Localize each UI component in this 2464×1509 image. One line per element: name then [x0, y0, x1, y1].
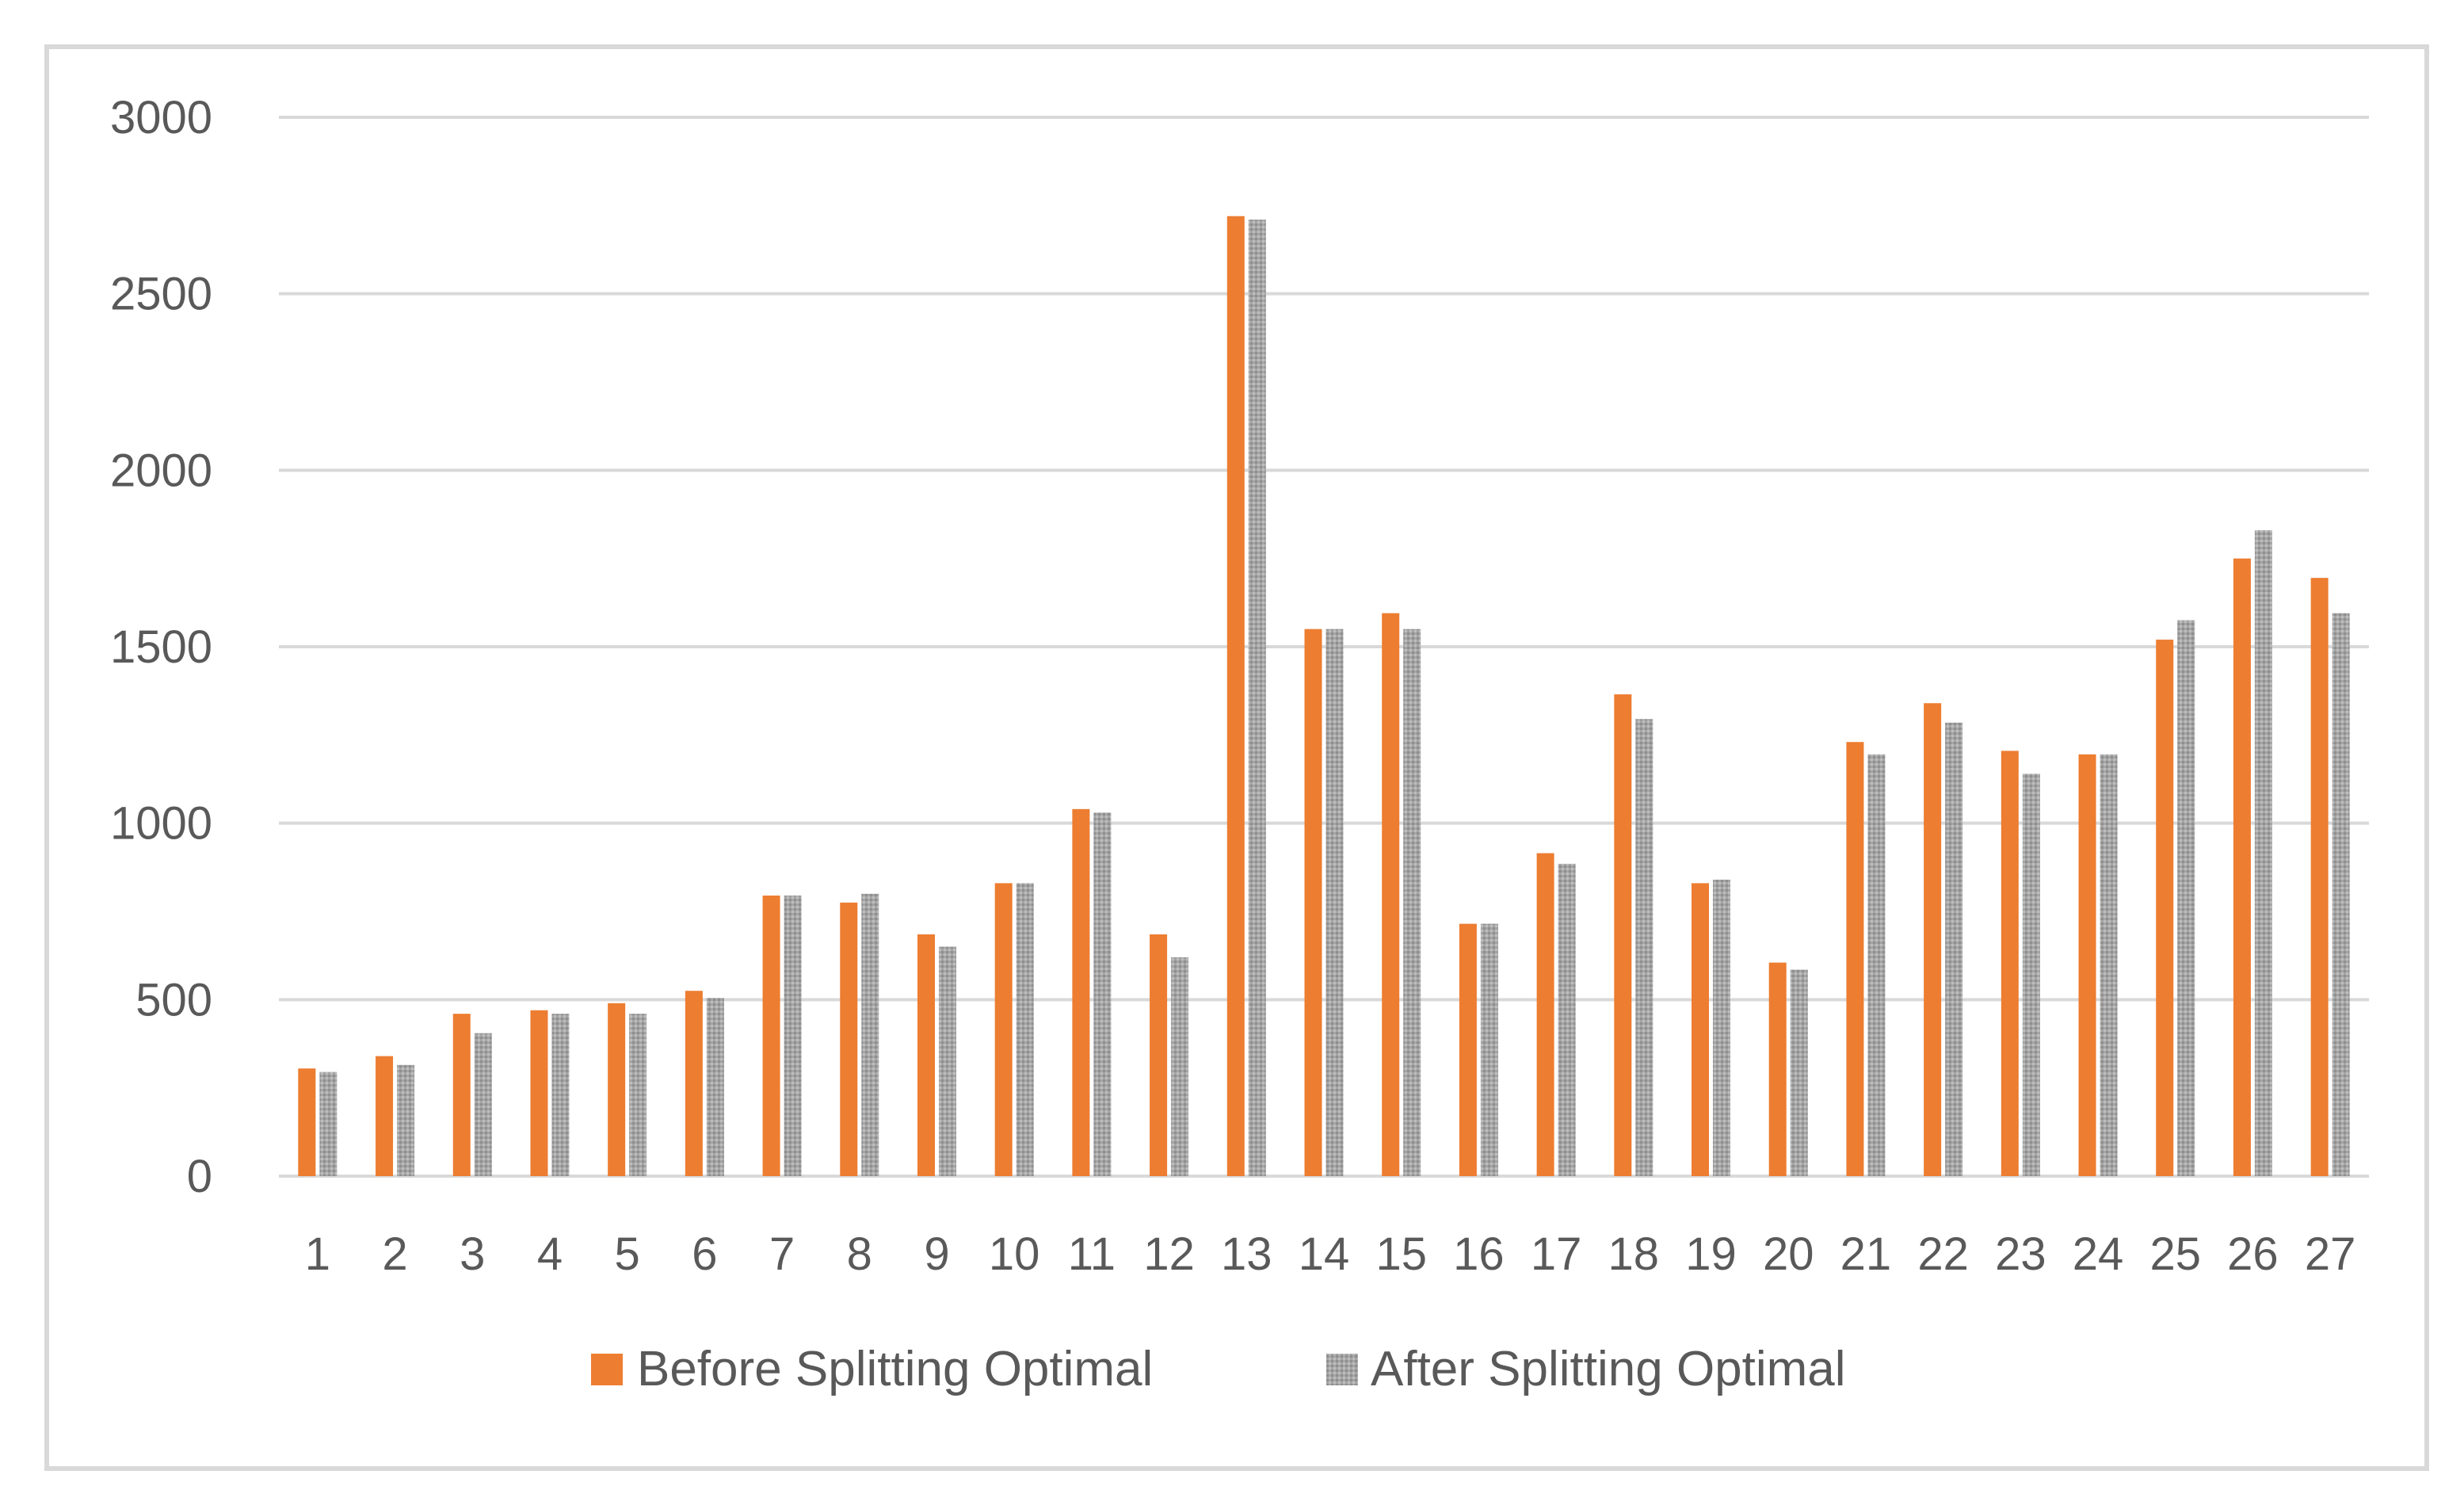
bar-before-16 — [1459, 923, 1477, 1176]
bar-after-5 — [629, 1014, 647, 1176]
x-tick-label: 9 — [924, 1228, 949, 1280]
bar-before-18 — [1614, 694, 1632, 1176]
bar-after-23 — [2022, 774, 2040, 1176]
bar-before-12 — [1150, 934, 1168, 1176]
x-tick-label: 14 — [1299, 1228, 1350, 1280]
x-tick-label: 8 — [847, 1228, 872, 1280]
bar-after-3 — [474, 1033, 492, 1176]
y-tick-label: 3000 — [110, 92, 212, 143]
y-tick-label: 1000 — [110, 798, 212, 850]
bar-before-5 — [608, 1003, 626, 1176]
legend-label-after: After Splitting Optimal — [1371, 1342, 1846, 1396]
x-tick-label: 16 — [1453, 1228, 1505, 1280]
bar-after-22 — [1945, 722, 1963, 1176]
bar-before-26 — [2233, 558, 2251, 1176]
bar-after-25 — [2177, 620, 2195, 1176]
bar-after-20 — [1790, 969, 1808, 1176]
x-tick-label: 6 — [692, 1228, 717, 1280]
x-tick-label: 24 — [2073, 1228, 2124, 1280]
x-tick-label: 13 — [1221, 1228, 1272, 1280]
bar-after-16 — [1480, 923, 1498, 1176]
bar-before-10 — [994, 883, 1013, 1176]
x-tick-label: 1 — [305, 1228, 330, 1280]
bar-before-24 — [2078, 754, 2096, 1176]
bar-after-17 — [1558, 863, 1576, 1176]
legend-swatch-before — [591, 1354, 623, 1385]
bar-after-13 — [1248, 220, 1266, 1176]
bar-before-7 — [762, 895, 780, 1176]
y-tick-label: 2500 — [110, 269, 212, 320]
bar-after-24 — [2100, 754, 2118, 1176]
x-tick-label: 10 — [989, 1228, 1040, 1280]
bar-before-27 — [2310, 578, 2329, 1176]
bar-before-22 — [1924, 703, 1942, 1176]
legend: Before Splitting Optimal After Splitting… — [591, 1342, 1846, 1396]
bars — [298, 216, 2350, 1176]
x-tick-label: 22 — [1917, 1228, 1969, 1280]
bar-after-2 — [397, 1064, 415, 1176]
y-tick-label: 0 — [187, 1151, 212, 1202]
bar-after-4 — [551, 1014, 570, 1176]
y-tick-label: 1500 — [110, 621, 212, 673]
bar-after-15 — [1403, 628, 1421, 1176]
x-tick-label: 23 — [1995, 1228, 2046, 1280]
bar-before-8 — [840, 902, 858, 1176]
bar-before-17 — [1536, 853, 1554, 1176]
bar-after-27 — [2332, 613, 2350, 1176]
x-tick-label: 4 — [537, 1228, 563, 1280]
bar-before-21 — [1846, 742, 1864, 1176]
bar-before-19 — [1692, 883, 1710, 1176]
x-tick-label: 17 — [1531, 1228, 1582, 1280]
x-axis-tick-labels: 1 2 3 4 5 6 7 8 9 10 11 12 13 14 15 16 17 18 19 20 21 22 23 24 2… — [305, 1228, 2356, 1280]
legend-label-before: Before Splitting Optimal — [637, 1342, 1153, 1396]
x-tick-label: 27 — [2305, 1228, 2356, 1280]
y-tick-label: 2000 — [110, 445, 212, 496]
gridlines — [279, 116, 2369, 1178]
bar-after-14 — [1325, 628, 1344, 1176]
bar-after-9 — [938, 946, 956, 1176]
x-tick-label: 5 — [615, 1228, 640, 1280]
x-tick-label: 26 — [2227, 1228, 2279, 1280]
bar-before-25 — [2156, 640, 2174, 1176]
bar-before-14 — [1304, 628, 1322, 1176]
bar-before-3 — [452, 1014, 471, 1176]
bar-after-11 — [1093, 812, 1112, 1176]
bar-after-7 — [784, 895, 802, 1176]
bar-before-11 — [1072, 808, 1090, 1176]
bar-before-23 — [2001, 751, 2019, 1176]
bar-after-10 — [1016, 883, 1034, 1176]
bar-after-8 — [861, 893, 879, 1176]
bar-after-12 — [1171, 957, 1189, 1176]
bar-after-19 — [1713, 879, 1731, 1176]
x-tick-label: 18 — [1608, 1228, 1660, 1280]
bar-before-13 — [1226, 216, 1245, 1176]
bar-before-20 — [1768, 962, 1787, 1176]
bar-before-4 — [530, 1010, 548, 1176]
bar-before-9 — [917, 934, 935, 1176]
bar-before-6 — [685, 991, 703, 1176]
y-axis-tick-labels: 0 500 1000 1500 2000 2500 3000 — [110, 92, 212, 1202]
bar-after-21 — [1867, 754, 1886, 1176]
bar-after-18 — [1635, 719, 1653, 1176]
bar-before-15 — [1382, 613, 1400, 1176]
x-tick-label: 25 — [2149, 1228, 2201, 1280]
x-tick-label: 21 — [1840, 1228, 1892, 1280]
x-tick-label: 7 — [769, 1228, 795, 1280]
y-tick-label: 500 — [135, 974, 212, 1026]
x-tick-label: 20 — [1763, 1228, 1814, 1280]
x-tick-label: 19 — [1685, 1228, 1737, 1280]
legend-swatch-after — [1326, 1354, 1358, 1385]
bar-after-26 — [2254, 530, 2272, 1176]
bar-after-6 — [706, 998, 724, 1176]
bar-before-1 — [298, 1068, 316, 1176]
x-tick-label: 12 — [1143, 1228, 1195, 1280]
x-tick-label: 2 — [382, 1228, 407, 1280]
x-tick-label: 15 — [1375, 1228, 1427, 1280]
bar-after-1 — [319, 1072, 338, 1176]
bar-before-2 — [376, 1056, 394, 1176]
x-tick-label: 11 — [1068, 1228, 1116, 1280]
x-tick-label: 3 — [460, 1228, 485, 1280]
